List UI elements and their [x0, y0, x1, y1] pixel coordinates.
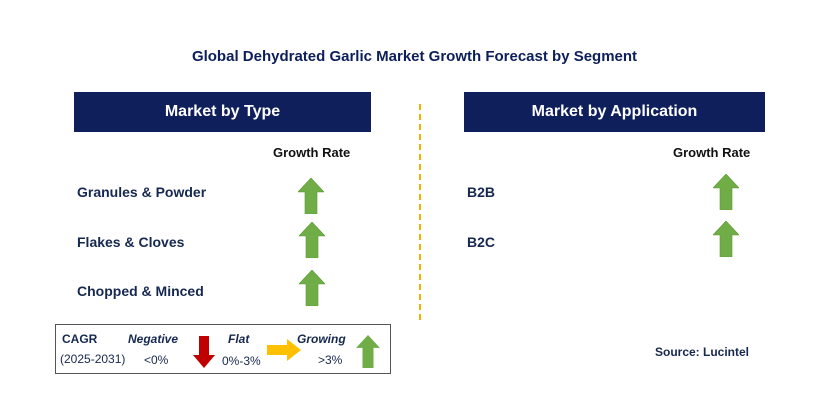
red-down-arrow-icon — [193, 336, 215, 368]
application-growth-rate-heading: Growth Rate — [673, 145, 751, 160]
legend-negative-label: Negative — [128, 332, 179, 346]
legend-period: (2025-2031) — [60, 352, 126, 366]
green-up-arrow-icon — [713, 221, 739, 257]
green-up-arrow-icon — [298, 178, 324, 214]
green-up-arrow-icon — [713, 174, 739, 210]
green-up-arrow-icon — [299, 270, 325, 306]
panel-divider — [419, 104, 421, 320]
green-up-arrow-icon — [356, 335, 380, 368]
application-row-label: B2B — [467, 184, 496, 200]
legend-flat-label: Flat — [228, 332, 250, 346]
type-row-label: Flakes & Cloves — [77, 234, 185, 250]
market-by-type-header: Market by Type — [74, 92, 371, 132]
legend-cagr-label: CAGR — [62, 332, 98, 346]
type-growth-rate-heading: Growth Rate — [273, 145, 351, 160]
page-title: Global Dehydrated Garlic Market Growth F… — [191, 48, 638, 65]
type-row-label: Chopped & Minced — [77, 283, 204, 299]
application-row-label: B2C — [467, 234, 496, 250]
legend-growing-range: >3% — [318, 353, 343, 367]
cagr-legend: CAGR (2025-2031) Negative <0% Flat 0%-3%… — [55, 324, 391, 374]
yellow-right-arrow-icon — [267, 339, 301, 361]
legend-growing-label: Growing — [297, 332, 346, 346]
type-row-label: Granules & Powder — [77, 184, 207, 200]
legend-negative-range: <0% — [144, 353, 169, 367]
source-note: Source: Lucintel — [655, 345, 750, 359]
green-up-arrow-icon — [299, 222, 325, 258]
legend-flat-range: 0%-3% — [222, 354, 261, 368]
market-by-application-header: Market by Application — [464, 92, 765, 132]
